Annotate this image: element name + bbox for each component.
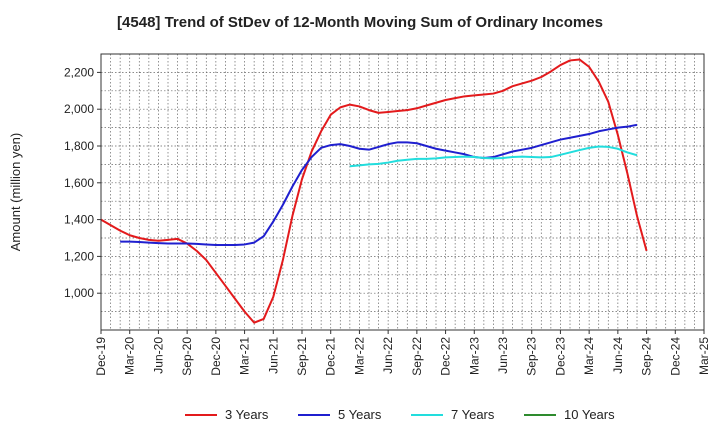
series-line [120, 123, 638, 246]
x-tick-label: Dec-24 [668, 337, 682, 376]
x-tick-label: Dec-20 [209, 337, 223, 376]
y-tick-label: 1,000 [64, 286, 94, 300]
grid [101, 54, 704, 330]
legend-label: 10 Years [564, 407, 615, 422]
y-axis-label: Amount (million yen) [8, 133, 23, 252]
x-tick-label: Jun-21 [266, 337, 280, 374]
x-tick-label: Mar-25 [697, 337, 711, 375]
x-axis-ticks: Dec-19 Mar-20 Jun-20 Sep-20 Dec-20 Mar-21 Jun-… [94, 330, 711, 376]
legend: 3 Years 5 Years 7 Years 10 Years [185, 407, 615, 422]
y-tick-label: 1,200 [64, 249, 94, 263]
x-tick-label: Mar-20 [123, 337, 137, 375]
x-tick-label: Mar-24 [582, 337, 596, 375]
chart-title: [4548] Trend of StDev of 12-Month Moving… [117, 14, 603, 31]
x-tick-label: Mar-22 [352, 337, 366, 375]
y-tick-label: 1,400 [64, 213, 94, 227]
series-lines [100, 58, 648, 324]
y-tick-label: 2,200 [64, 65, 94, 79]
x-tick-label: Jun-22 [381, 337, 395, 374]
x-tick-label: Jun-23 [496, 337, 510, 374]
plot-frame [100, 53, 705, 331]
y-tick-label: 1,800 [64, 139, 94, 153]
x-tick-label: Dec-19 [94, 337, 108, 376]
series-line [349, 145, 638, 168]
legend-label: 5 Years [338, 407, 382, 422]
legend-label: 3 Years [225, 407, 269, 422]
x-tick-label: Jun-24 [611, 337, 625, 374]
x-tick-label: Mar-23 [467, 337, 481, 375]
x-tick-label: Sep-21 [295, 337, 309, 376]
x-tick-label: Mar-21 [238, 337, 252, 375]
legend-label: 7 Years [451, 407, 495, 422]
x-tick-label: Dec-21 [324, 337, 338, 376]
y-axis-ticks: 1,000 1,200 1,400 1,600 1,800 2,000 2,200 [64, 65, 101, 300]
y-tick-label: 2,000 [64, 102, 94, 116]
x-tick-label: Sep-24 [640, 337, 654, 376]
x-tick-label: Sep-20 [180, 337, 194, 376]
x-tick-label: Dec-22 [439, 337, 453, 376]
series-line [100, 58, 648, 324]
x-tick-label: Jun-20 [151, 337, 165, 374]
y-tick-label: 1,600 [64, 176, 94, 190]
x-tick-label: Sep-22 [410, 337, 424, 376]
x-tick-label: Sep-23 [525, 337, 539, 376]
x-tick-label: Dec-23 [553, 337, 567, 376]
